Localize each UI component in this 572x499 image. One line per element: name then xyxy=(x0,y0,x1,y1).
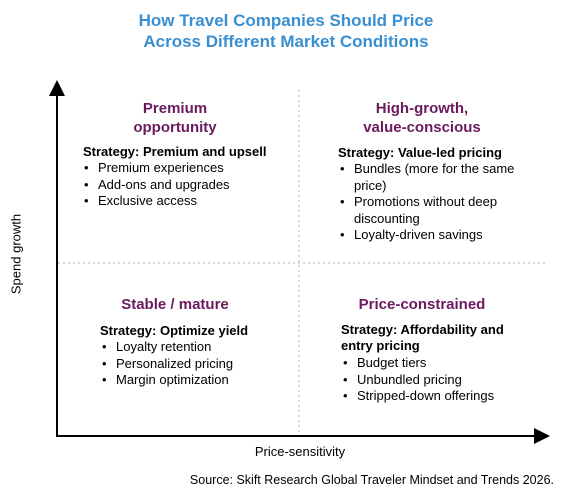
quadrant-bottom-left-title-line-1: Stable / mature xyxy=(121,296,229,313)
quadrant-top-right-title: High-growth, value-conscious xyxy=(342,99,502,137)
quadrant-top-left-strategy: Strategy: Premium and upsell xyxy=(83,144,267,159)
quadrant-bottom-right-bullets: Budget tiers Unbundled pricing Stripped-… xyxy=(341,355,526,405)
chart-title-line-1: How Travel Companies Should Price xyxy=(138,11,434,30)
list-item: Budget tiers xyxy=(341,355,526,372)
quadrant-top-right-title-line-1: High-growth, xyxy=(375,100,469,117)
quadrant-top-left-title-line-1: Premium xyxy=(142,100,208,117)
list-item: Loyalty retention xyxy=(100,339,285,356)
quadrant-top-right-bullets: Bundles (more for the same price) Promot… xyxy=(338,161,523,244)
list-item: Margin optimization xyxy=(100,372,285,389)
list-item: Add-ons and upgrades xyxy=(82,177,282,194)
x-axis-label: Price-sensitivity xyxy=(254,444,346,459)
list-item: Loyalty-driven savings xyxy=(338,227,523,244)
quadrant-top-right-title-line-2: value-conscious xyxy=(363,119,481,136)
chart-title: How Travel Companies Should Price Across… xyxy=(0,10,572,52)
quadrant-bottom-left-title: Stable / mature xyxy=(95,295,255,314)
quadrant-top-right-strategy: Strategy: Value-led pricing xyxy=(338,145,502,160)
quadrant-bottom-left-bullets: Loyalty retention Personalized pricing M… xyxy=(100,339,285,389)
source-note: Source: Skift Research Global Traveler M… xyxy=(189,473,554,487)
list-item: Premium experiences xyxy=(82,160,282,177)
quadrant-top-left-title-line-2: opportunity xyxy=(133,119,217,136)
quadrant-bottom-left-strategy: Strategy: Optimize yield xyxy=(100,323,249,338)
chart-title-line-2: Across Different Market Conditions xyxy=(143,32,429,51)
list-item: Stripped-down offerings xyxy=(341,388,526,405)
list-item: Promotions without deep discounting xyxy=(338,194,523,227)
quadrant-bottom-right-strategy: Strategy: Affordability and entry pricin… xyxy=(341,322,504,353)
list-item: Personalized pricing xyxy=(100,356,285,373)
list-item: Exclusive access xyxy=(82,193,282,210)
quadrant-bottom-right-title-line-1: Price-constrained xyxy=(358,296,486,313)
quadrant-bottom-right-title: Price-constrained xyxy=(337,295,507,314)
list-item: Unbundled pricing xyxy=(341,372,526,389)
quadrant-top-left-bullets: Premium experiences Add-ons and upgrades… xyxy=(82,160,282,210)
y-axis-label-text: Spend growth xyxy=(8,213,24,295)
quadrant-top-left-title: Premium opportunity xyxy=(95,99,255,137)
list-item: Bundles (more for the same price) xyxy=(338,161,523,194)
